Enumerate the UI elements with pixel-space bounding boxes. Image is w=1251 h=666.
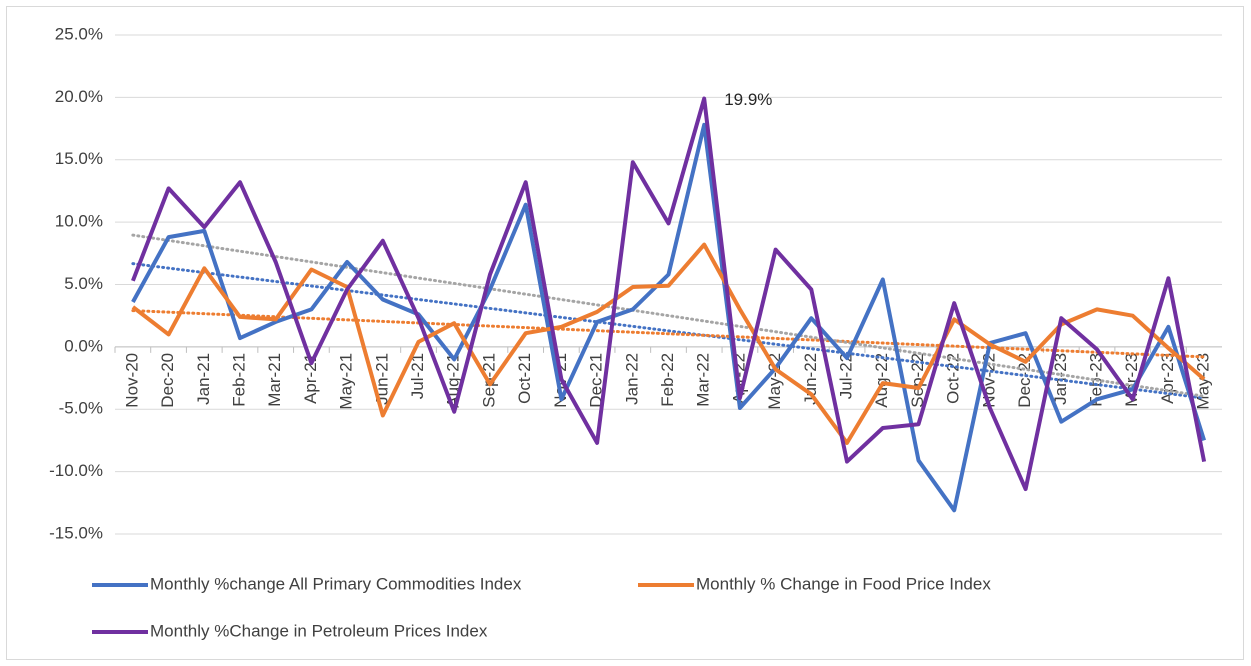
annotation: 19.9% (724, 90, 772, 109)
x-tick-label: May-23 (1194, 353, 1213, 410)
chart-border (6, 6, 1244, 660)
x-tick-label: Jun-22 (801, 353, 820, 405)
x-tick-label: Feb-22 (658, 353, 677, 407)
x-tick-label: Jan-21 (194, 353, 213, 405)
x-tick-label: Sep-22 (908, 353, 927, 408)
x-tick-label: Apr-23 (1158, 353, 1177, 404)
legend-label: Monthly %Change in Petroleum Prices Inde… (150, 621, 488, 640)
trendline (131, 233, 1206, 398)
legend-label: Monthly % Change in Food Price Index (696, 574, 991, 593)
x-tick-label: Oct-21 (515, 353, 534, 404)
trendline (131, 309, 1206, 359)
y-tick-label: 25.0% (55, 24, 103, 43)
x-tick-label: Jan-22 (622, 353, 641, 405)
x-tick-label: Dec-20 (158, 353, 177, 408)
x-tick-label: Nov-20 (122, 353, 141, 408)
y-tick-label: 15.0% (55, 149, 103, 168)
x-tick-label: May-21 (337, 353, 356, 410)
y-tick-label: -10.0% (49, 461, 103, 480)
legend-item: Monthly %change All Primary Commodities … (92, 574, 522, 593)
legend-label: Monthly %change All Primary Commodities … (150, 574, 522, 593)
y-tick-label: 5.0% (64, 274, 103, 293)
x-tick-label: Mar-22 (694, 353, 713, 407)
x-tick-label: Feb-21 (229, 353, 248, 407)
y-tick-label: -15.0% (49, 523, 103, 542)
y-tick-label: 10.0% (55, 212, 103, 231)
x-tick-label: May-22 (765, 353, 784, 410)
series-line (131, 122, 1207, 513)
series-line (131, 242, 1206, 445)
x-tick-label: Jun-21 (372, 353, 391, 405)
y-tick-label: -5.0% (59, 399, 103, 418)
legend-item: Monthly % Change in Food Price Index (638, 574, 991, 593)
x-tick-label: Dec-21 (587, 353, 606, 408)
x-tick-label: Jul-22 (837, 353, 856, 399)
trendline (131, 262, 1206, 400)
x-tick-label: Dec-22 (1015, 353, 1034, 408)
y-tick-label: 0.0% (64, 336, 103, 355)
x-tick-label: Jul-21 (408, 353, 427, 399)
y-tick-label: 20.0% (55, 87, 103, 106)
legend-item: Monthly %Change in Petroleum Prices Inde… (92, 621, 488, 640)
series-line (131, 96, 1207, 492)
x-tick-label: Apr-21 (301, 353, 320, 404)
x-tick-label: Mar-21 (265, 353, 284, 407)
